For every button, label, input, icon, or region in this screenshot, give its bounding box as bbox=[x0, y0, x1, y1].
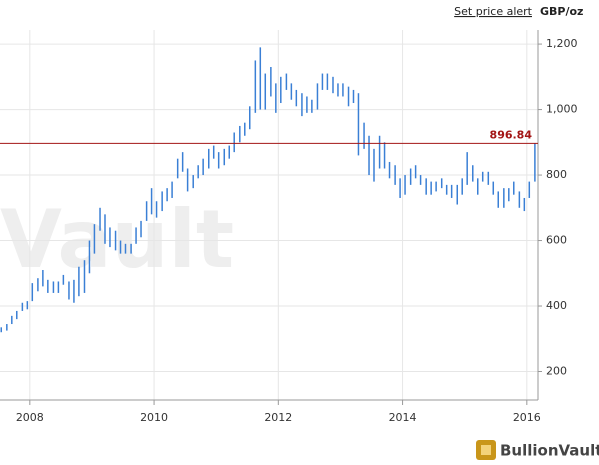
current-price-label: 896.84 bbox=[490, 128, 533, 141]
y-tick-label: 200 bbox=[546, 365, 567, 378]
y-tick-label: 1,200 bbox=[546, 37, 578, 50]
x-tick-label: 2008 bbox=[16, 411, 44, 424]
price-alert-link[interactable]: Set price alert bbox=[454, 5, 533, 18]
x-tick-label: 2012 bbox=[264, 411, 292, 424]
y-tick-label: 600 bbox=[546, 234, 567, 247]
y-tick-label: 1,000 bbox=[546, 103, 578, 116]
x-tick-label: 2016 bbox=[513, 411, 541, 424]
x-tick-label: 2010 bbox=[140, 411, 168, 424]
x-tick-label: 2014 bbox=[389, 411, 417, 424]
watermark: Vault bbox=[0, 193, 234, 286]
y-tick-label: 800 bbox=[546, 168, 567, 181]
y-tick-label: 400 bbox=[546, 299, 567, 312]
logo: BullionVault bbox=[476, 440, 599, 460]
unit-label: GBP/oz bbox=[540, 5, 583, 18]
logo-icon-inner bbox=[481, 445, 491, 455]
logo-text: BullionVault bbox=[500, 442, 599, 460]
